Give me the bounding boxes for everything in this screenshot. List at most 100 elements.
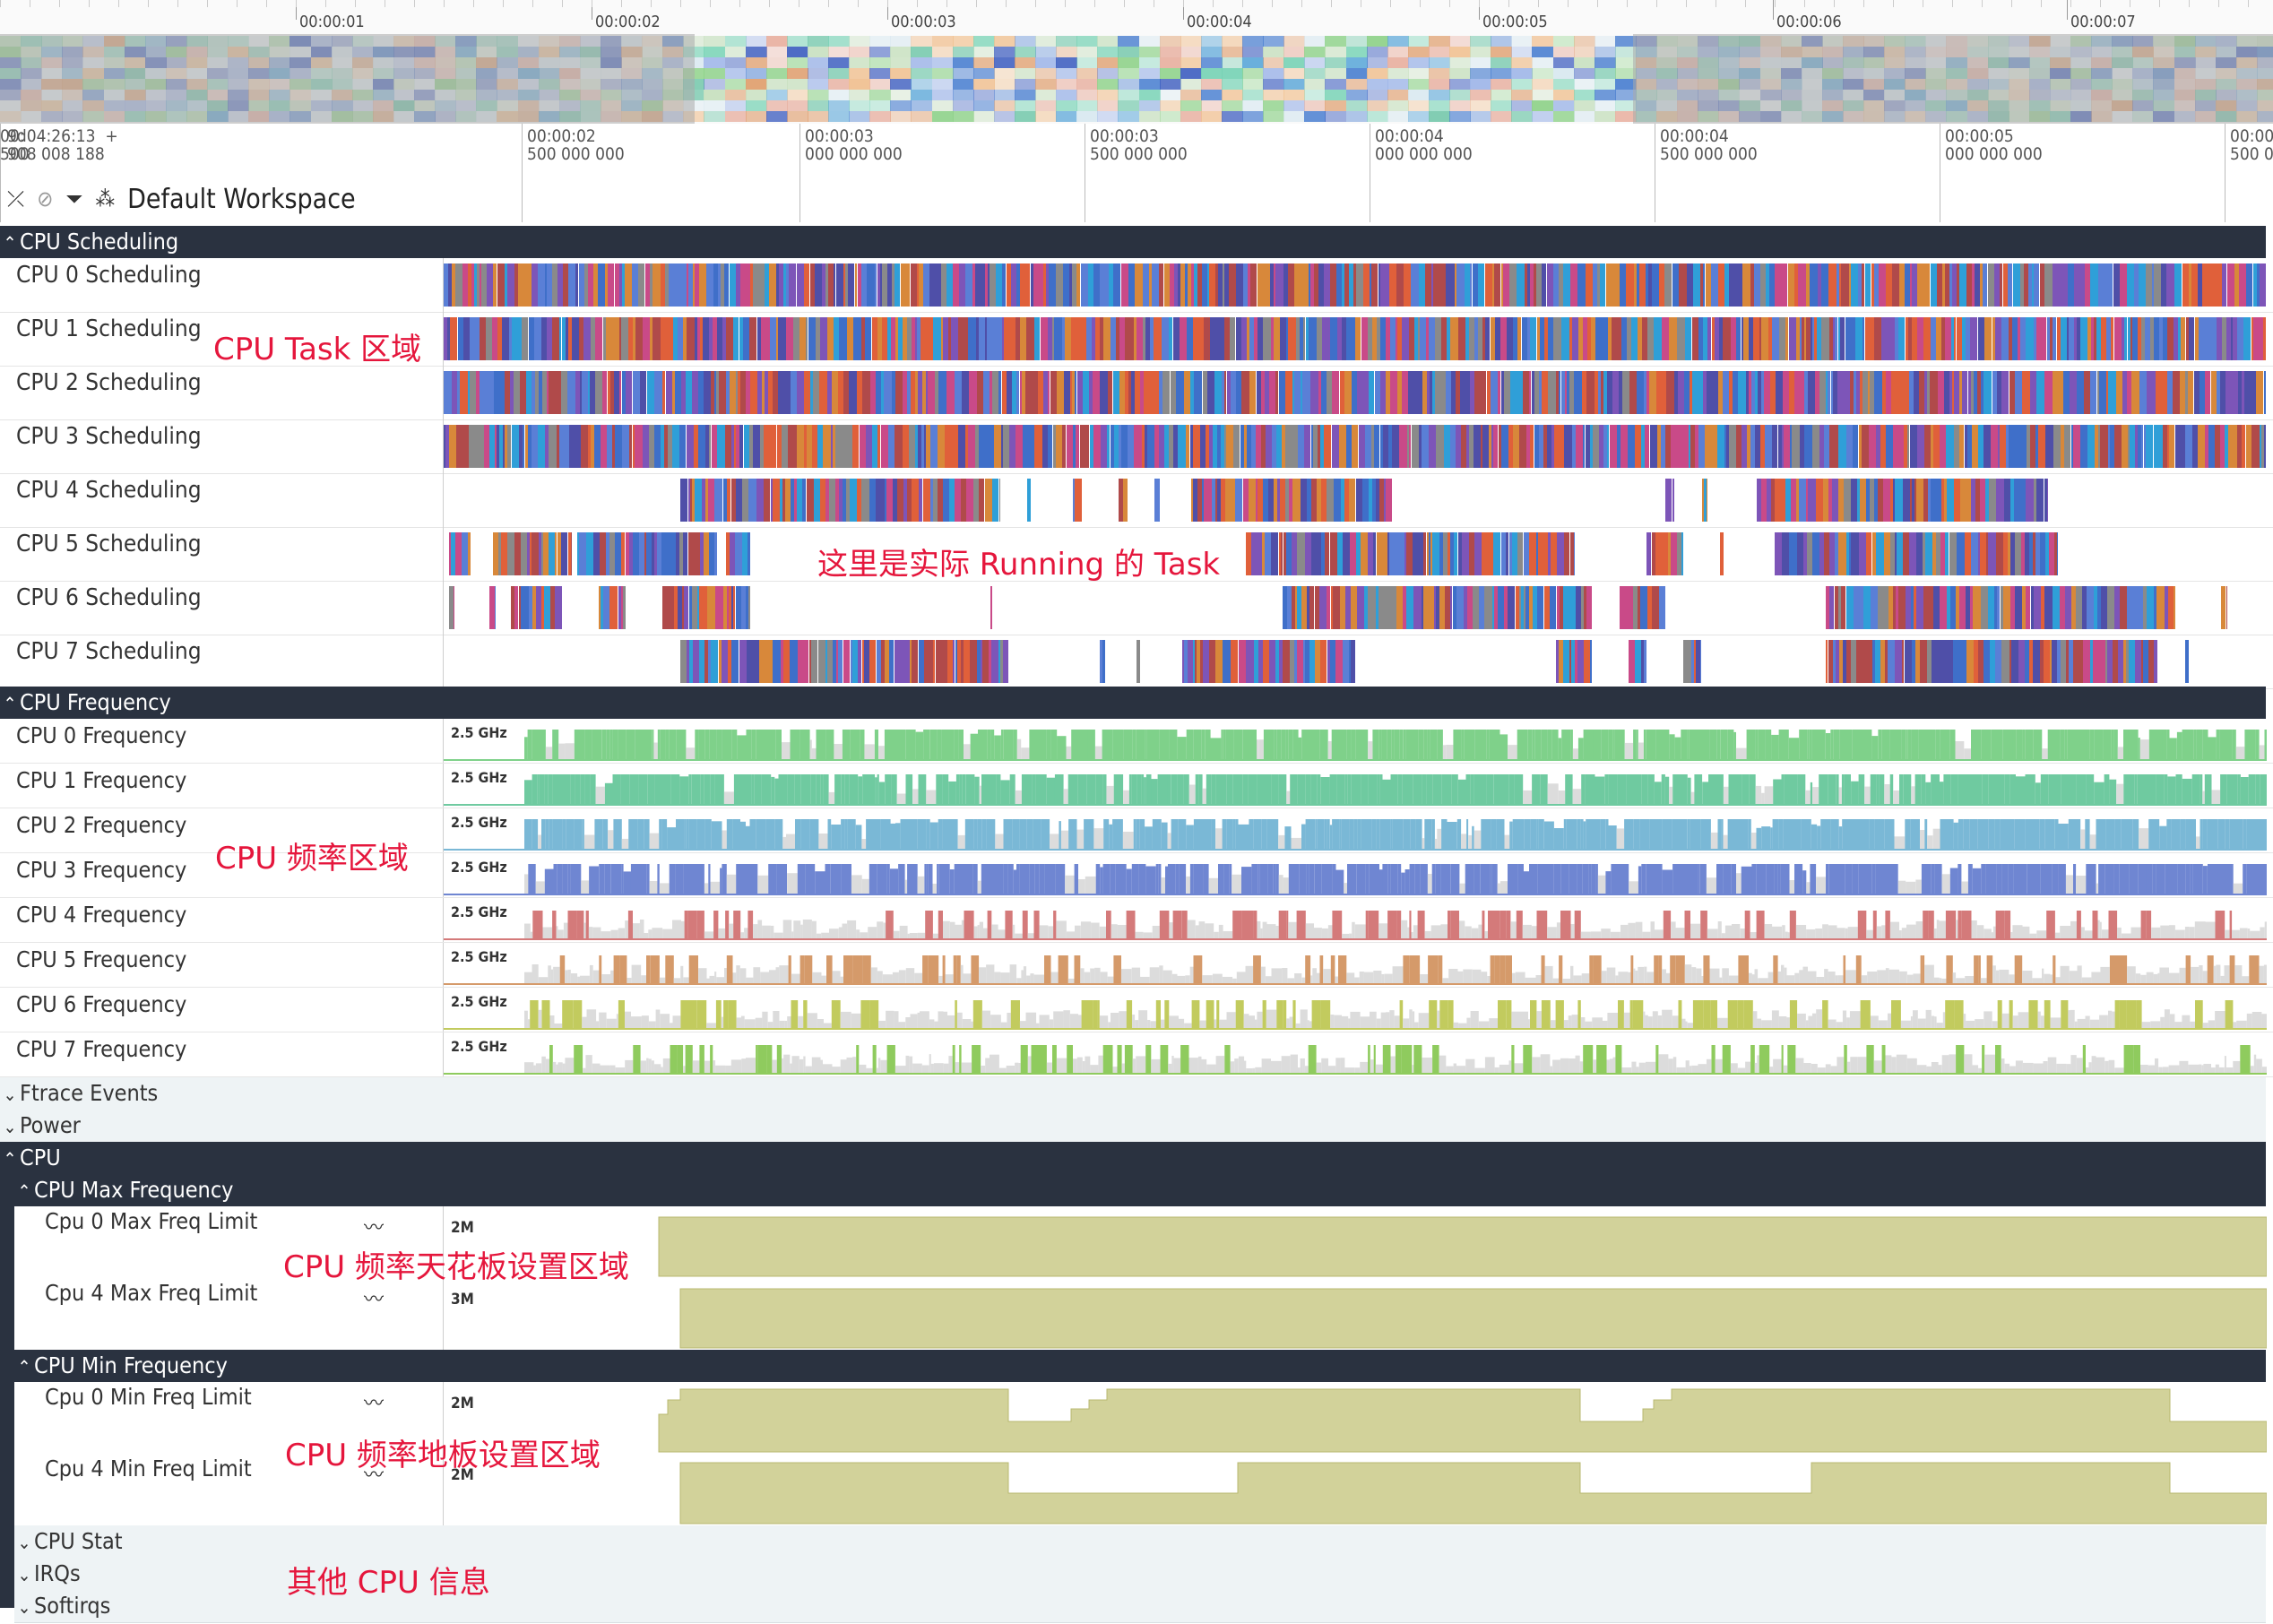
task-slice[interactable] [1311,479,1318,522]
task-slice[interactable] [2009,371,2015,414]
task-slice[interactable] [1977,425,1984,468]
task-slice[interactable] [1923,263,1931,307]
task-slice[interactable] [1112,371,1120,414]
task-slice[interactable] [1724,263,1730,307]
task-slice[interactable] [1607,317,1612,360]
task-slice[interactable] [637,263,645,307]
task-slice[interactable] [509,317,512,360]
task-slice[interactable] [1045,263,1050,307]
task-slice[interactable] [699,532,704,575]
task-slice[interactable] [1450,317,1458,360]
task-slice[interactable] [1569,640,1572,683]
task-slice[interactable] [1971,263,1975,307]
task-slice[interactable] [1221,479,1225,522]
task-slice[interactable] [1863,586,1871,629]
task-slice[interactable] [2173,317,2178,360]
task-slice[interactable] [1317,317,1323,360]
task-slice[interactable] [1282,640,1290,683]
task-slice[interactable] [896,479,904,522]
task-slice[interactable] [1834,586,1838,629]
task-slice[interactable] [2221,586,2226,629]
task-slice[interactable] [1838,263,1842,307]
task-slice[interactable] [2177,317,2181,360]
task-slice[interactable] [830,425,833,468]
task-slice[interactable] [1297,586,1301,629]
task-slice[interactable] [575,371,581,414]
task-slice[interactable] [2259,425,2262,468]
task-slice[interactable] [1736,317,1741,360]
task-slice[interactable] [1542,371,1549,414]
task-slice[interactable] [692,586,698,629]
task-slice[interactable] [1453,532,1458,575]
task-slice[interactable] [2044,640,2050,683]
task-slice[interactable] [920,317,926,360]
task-slice[interactable] [1204,479,1212,522]
task-slice[interactable] [683,586,689,629]
task-slice[interactable] [1971,479,1975,522]
task-slice[interactable] [726,586,730,629]
task-slice[interactable] [1808,479,1816,522]
task-slice[interactable] [2044,532,2050,575]
task-slice[interactable] [1327,263,1330,307]
task-slice[interactable] [1923,371,1927,414]
task-slice[interactable] [1022,425,1030,468]
task-slice[interactable] [1543,532,1549,575]
task-slice[interactable] [1054,317,1063,360]
task-slice[interactable] [938,371,946,414]
task-slice[interactable] [1671,425,1674,468]
task-slice[interactable] [1982,479,1986,522]
task-slice[interactable] [1997,371,2002,414]
task-slice[interactable] [1646,532,1652,575]
task-slice[interactable] [1056,263,1063,307]
task-slice[interactable] [1923,317,1932,360]
task-slice[interactable] [996,263,1003,307]
task-slice[interactable] [1251,425,1257,468]
task-slice[interactable] [2150,317,2155,360]
task-slice[interactable] [1384,479,1387,522]
task-slice[interactable] [531,425,538,468]
task-slice[interactable] [2129,640,2136,683]
task-slice[interactable] [1310,263,1314,307]
task-slice[interactable] [2040,532,2045,575]
task-slice[interactable] [1263,263,1270,307]
task-slice[interactable] [1141,425,1145,468]
task-slice[interactable] [2025,586,2031,629]
task-slice[interactable] [448,425,453,468]
task-slice[interactable] [497,317,502,360]
task-slice[interactable] [2123,317,2128,360]
task-slice[interactable] [826,371,832,414]
task-slice[interactable] [1875,425,1881,468]
task-slice[interactable] [1946,425,1954,468]
task-slice[interactable] [769,263,777,307]
task-slice[interactable] [910,263,918,307]
task-slice[interactable] [1291,425,1298,468]
task-slice[interactable] [2044,263,2053,307]
task-slice[interactable] [1450,532,1454,575]
task-slice[interactable] [718,640,722,683]
task-slice[interactable] [518,263,524,307]
task-slice[interactable] [1128,317,1134,360]
task-slice[interactable] [2234,425,2238,468]
task-slice[interactable] [669,532,677,575]
task-slice[interactable] [2202,317,2209,360]
task-slice[interactable] [1656,425,1661,468]
task-slice[interactable] [649,263,653,307]
task-slice[interactable] [756,317,761,360]
task-slice[interactable] [1033,425,1042,468]
task-slice[interactable] [1036,263,1043,307]
task-slice[interactable] [1491,586,1494,629]
task-slice[interactable] [1474,371,1480,414]
task-slice[interactable] [1850,371,1854,414]
task-slice[interactable] [561,425,569,468]
task-slice[interactable] [1093,425,1102,468]
task-slice[interactable] [1469,371,1475,414]
task-slice[interactable] [632,425,635,468]
task-slice[interactable] [2069,317,2075,360]
task-slice[interactable] [594,425,601,468]
task-slice[interactable] [853,317,862,360]
task-slice[interactable] [1828,640,1833,683]
task-slice[interactable] [1752,317,1759,360]
task-slice[interactable] [732,317,739,360]
task-slice[interactable] [2080,317,2088,360]
task-slice[interactable] [578,532,586,575]
